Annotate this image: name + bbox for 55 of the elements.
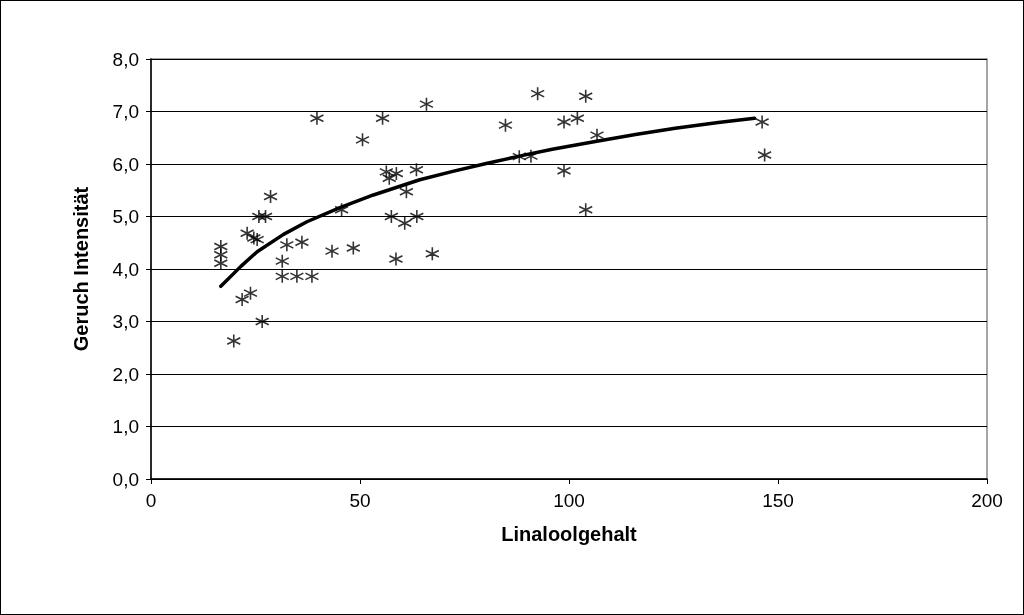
point: [226, 333, 242, 349]
x-tick-label: 200: [971, 490, 1003, 511]
point: [570, 111, 585, 126]
point: [511, 149, 527, 164]
point: [381, 170, 397, 186]
point: [274, 253, 290, 269]
y-axis-title: Geruch Intensität: [70, 186, 92, 352]
point: [294, 234, 310, 250]
point: [243, 285, 258, 301]
point: [389, 166, 404, 181]
point: [556, 163, 572, 179]
point: [213, 255, 229, 271]
point: [263, 189, 278, 204]
x-tick-label: 50: [349, 490, 371, 511]
x-tick-label: 100: [553, 490, 585, 511]
point: [388, 251, 404, 267]
point: [409, 162, 424, 178]
point: [234, 292, 250, 307]
point: [578, 88, 594, 104]
point: [384, 209, 399, 224]
x-axis-title: Linaloolgehalt: [501, 523, 638, 545]
point: [523, 148, 539, 164]
point: [530, 86, 545, 101]
y-tick-label: 4,0: [112, 258, 139, 280]
point: [279, 237, 295, 253]
y-tick-label: 2,0: [112, 363, 139, 385]
point: [309, 111, 325, 126]
point: [419, 96, 434, 112]
point: [556, 114, 572, 130]
point: [304, 269, 320, 284]
y-tick-label: 5,0: [112, 206, 139, 227]
point: [578, 202, 594, 217]
point: [324, 243, 340, 259]
point: [425, 246, 440, 262]
point: [289, 269, 305, 284]
point: [399, 184, 414, 200]
point: [375, 111, 390, 126]
y-tick-label: 1,0: [112, 416, 139, 437]
point: [757, 147, 772, 163]
y-tick-label: 7,0: [112, 101, 139, 122]
y-tick-label: 6,0: [112, 153, 139, 175]
y-tick-label: 8,0: [112, 48, 139, 70]
point: [254, 314, 270, 329]
y-tick-label: 0,0: [112, 468, 139, 490]
point: [498, 117, 513, 133]
x-tick-label: 150: [762, 490, 794, 511]
point: [397, 216, 413, 231]
y-tick-label: 3,0: [112, 311, 139, 332]
x-tick-label: 0: [145, 490, 157, 511]
point: [409, 209, 425, 224]
point: [346, 240, 361, 256]
point: [355, 132, 370, 148]
point: [274, 269, 290, 284]
point: [754, 114, 770, 130]
point: [334, 202, 349, 217]
